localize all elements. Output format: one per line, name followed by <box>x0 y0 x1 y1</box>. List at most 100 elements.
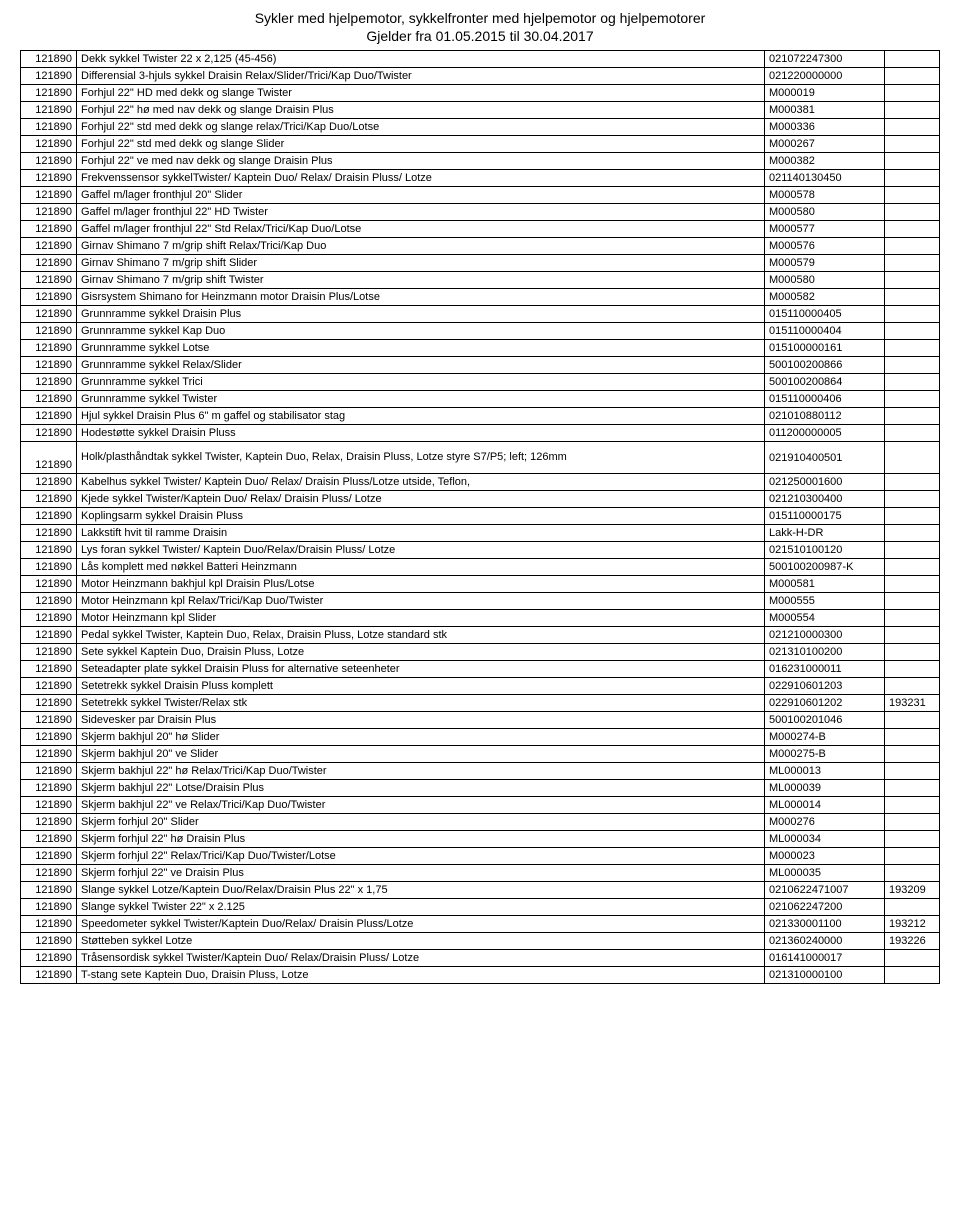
extra-cell <box>885 525 940 542</box>
ref-cell: M000382 <box>765 153 885 170</box>
extra-cell: 193212 <box>885 916 940 933</box>
ref-cell: 021510100120 <box>765 542 885 559</box>
ref-cell: 021062247200 <box>765 899 885 916</box>
ref-cell: 015110000404 <box>765 323 885 340</box>
description-cell: Tråsensordisk sykkel Twister/Kaptein Duo… <box>77 950 765 967</box>
ref-cell: 016231000011 <box>765 661 885 678</box>
ref-cell: M000576 <box>765 238 885 255</box>
code-cell: 121890 <box>21 695 77 712</box>
table-row: 121890Støtteben sykkel Lotze021360240000… <box>21 933 940 950</box>
extra-cell <box>885 340 940 357</box>
code-cell: 121890 <box>21 306 77 323</box>
table-row: 121890Motor Heinzmann bakhjul kpl Draisi… <box>21 576 940 593</box>
description-cell: Hjul sykkel Draisin Plus 6" m gaffel og … <box>77 408 765 425</box>
code-cell: 121890 <box>21 763 77 780</box>
extra-cell <box>885 442 940 474</box>
ref-cell: 021140130450 <box>765 170 885 187</box>
ref-cell: M000578 <box>765 187 885 204</box>
extra-cell <box>885 255 940 272</box>
ref-cell: ML000035 <box>765 865 885 882</box>
code-cell: 121890 <box>21 170 77 187</box>
description-cell: Grunnramme sykkel Twister <box>77 391 765 408</box>
code-cell: 121890 <box>21 187 77 204</box>
description-cell: Gaffel m/lager fronthjul 22" Std Relax/T… <box>77 221 765 238</box>
code-cell: 121890 <box>21 899 77 916</box>
description-cell: Girnav Shimano 7 m/grip shift Relax/Tric… <box>77 238 765 255</box>
page-title: Sykler med hjelpemotor, sykkelfronter me… <box>20 10 940 26</box>
description-cell: Motor Heinzmann kpl Relax/Trici/Kap Duo/… <box>77 593 765 610</box>
table-row: 121890Grunnramme sykkel Trici50010020086… <box>21 374 940 391</box>
table-row: 121890Setetrekk sykkel Draisin Pluss kom… <box>21 678 940 695</box>
table-row: 121890Grunnramme sykkel Twister015110000… <box>21 391 940 408</box>
extra-cell: 193209 <box>885 882 940 899</box>
code-cell: 121890 <box>21 780 77 797</box>
code-cell: 121890 <box>21 525 77 542</box>
table-row: 121890Skjerm bakhjul 22" hø Relax/Trici/… <box>21 763 940 780</box>
code-cell: 121890 <box>21 916 77 933</box>
ref-cell: M000580 <box>765 204 885 221</box>
code-cell: 121890 <box>21 374 77 391</box>
code-cell: 121890 <box>21 508 77 525</box>
extra-cell <box>885 899 940 916</box>
extra-cell <box>885 102 940 119</box>
ref-cell: M000336 <box>765 119 885 136</box>
ref-cell: 021220000000 <box>765 68 885 85</box>
ref-cell: 021210000300 <box>765 627 885 644</box>
description-cell: Frekvenssensor sykkelTwister/ Kaptein Du… <box>77 170 765 187</box>
table-row: 121890Speedometer sykkel Twister/Kaptein… <box>21 916 940 933</box>
table-row: 121890Skjerm bakhjul 22" ve Relax/Trici/… <box>21 797 940 814</box>
ref-cell: 500100200987-K <box>765 559 885 576</box>
description-cell: Gisrsystem Shimano for Heinzmann motor D… <box>77 289 765 306</box>
extra-cell: 193231 <box>885 695 940 712</box>
description-cell: Forhjul 22" std med dekk og slange Slide… <box>77 136 765 153</box>
code-cell: 121890 <box>21 712 77 729</box>
extra-cell <box>885 136 940 153</box>
extra-cell <box>885 559 940 576</box>
table-row: 121890Skjerm forhjul 22" hø Draisin Plus… <box>21 831 940 848</box>
description-cell: Forhjul 22" hø med nav dekk og slange Dr… <box>77 102 765 119</box>
code-cell: 121890 <box>21 136 77 153</box>
code-cell: 121890 <box>21 542 77 559</box>
extra-cell <box>885 967 940 984</box>
description-cell: Forhjul 22" std med dekk og slange relax… <box>77 119 765 136</box>
extra-cell <box>885 51 940 68</box>
extra-cell <box>885 170 940 187</box>
code-cell: 121890 <box>21 425 77 442</box>
code-cell: 121890 <box>21 51 77 68</box>
extra-cell <box>885 425 940 442</box>
code-cell: 121890 <box>21 323 77 340</box>
description-cell: Motor Heinzmann kpl Slider <box>77 610 765 627</box>
extra-cell <box>885 593 940 610</box>
parts-table: 121890Dekk sykkel Twister 22 x 2,125 (45… <box>20 50 940 984</box>
description-cell: Gaffel m/lager fronthjul 22" HD Twister <box>77 204 765 221</box>
table-row: 121890Hjul sykkel Draisin Plus 6" m gaff… <box>21 408 940 425</box>
table-row: 121890Hodestøtte sykkel Draisin Pluss011… <box>21 425 940 442</box>
table-row: 121890Forhjul 22" hø med nav dekk og sla… <box>21 102 940 119</box>
extra-cell <box>885 848 940 865</box>
description-cell: Holk/plasthåndtak sykkel Twister, Kaptei… <box>77 442 765 474</box>
table-row: 121890Holk/plasthåndtak sykkel Twister, … <box>21 442 940 474</box>
ref-cell: 016141000017 <box>765 950 885 967</box>
description-cell: Kabelhus sykkel Twister/ Kaptein Duo/ Re… <box>77 474 765 491</box>
ref-cell: ML000014 <box>765 797 885 814</box>
table-row: 121890Differensial 3-hjuls sykkel Draisi… <box>21 68 940 85</box>
description-cell: Hodestøtte sykkel Draisin Pluss <box>77 425 765 442</box>
description-cell: Skjerm bakhjul 22" Lotse/Draisin Plus <box>77 780 765 797</box>
table-row: 121890Dekk sykkel Twister 22 x 2,125 (45… <box>21 51 940 68</box>
code-cell: 121890 <box>21 289 77 306</box>
table-row: 121890Skjerm bakhjul 22" Lotse/Draisin P… <box>21 780 940 797</box>
ref-cell: 021310000100 <box>765 967 885 984</box>
ref-cell: 021010880112 <box>765 408 885 425</box>
description-cell: Skjerm forhjul 22" ve Draisin Plus <box>77 865 765 882</box>
extra-cell <box>885 323 940 340</box>
ref-cell: 0210622471007 <box>765 882 885 899</box>
table-row: 121890Frekvenssensor sykkelTwister/ Kapt… <box>21 170 940 187</box>
code-cell: 121890 <box>21 610 77 627</box>
table-row: 121890Slange sykkel Lotze/Kaptein Duo/Re… <box>21 882 940 899</box>
description-cell: Grunnramme sykkel Lotse <box>77 340 765 357</box>
table-row: 121890Skjerm bakhjul 20" ve SliderM00027… <box>21 746 940 763</box>
code-cell: 121890 <box>21 593 77 610</box>
extra-cell <box>885 289 940 306</box>
table-row: 121890Seteadapter plate sykkel Draisin P… <box>21 661 940 678</box>
description-cell: Sete sykkel Kaptein Duo, Draisin Pluss, … <box>77 644 765 661</box>
